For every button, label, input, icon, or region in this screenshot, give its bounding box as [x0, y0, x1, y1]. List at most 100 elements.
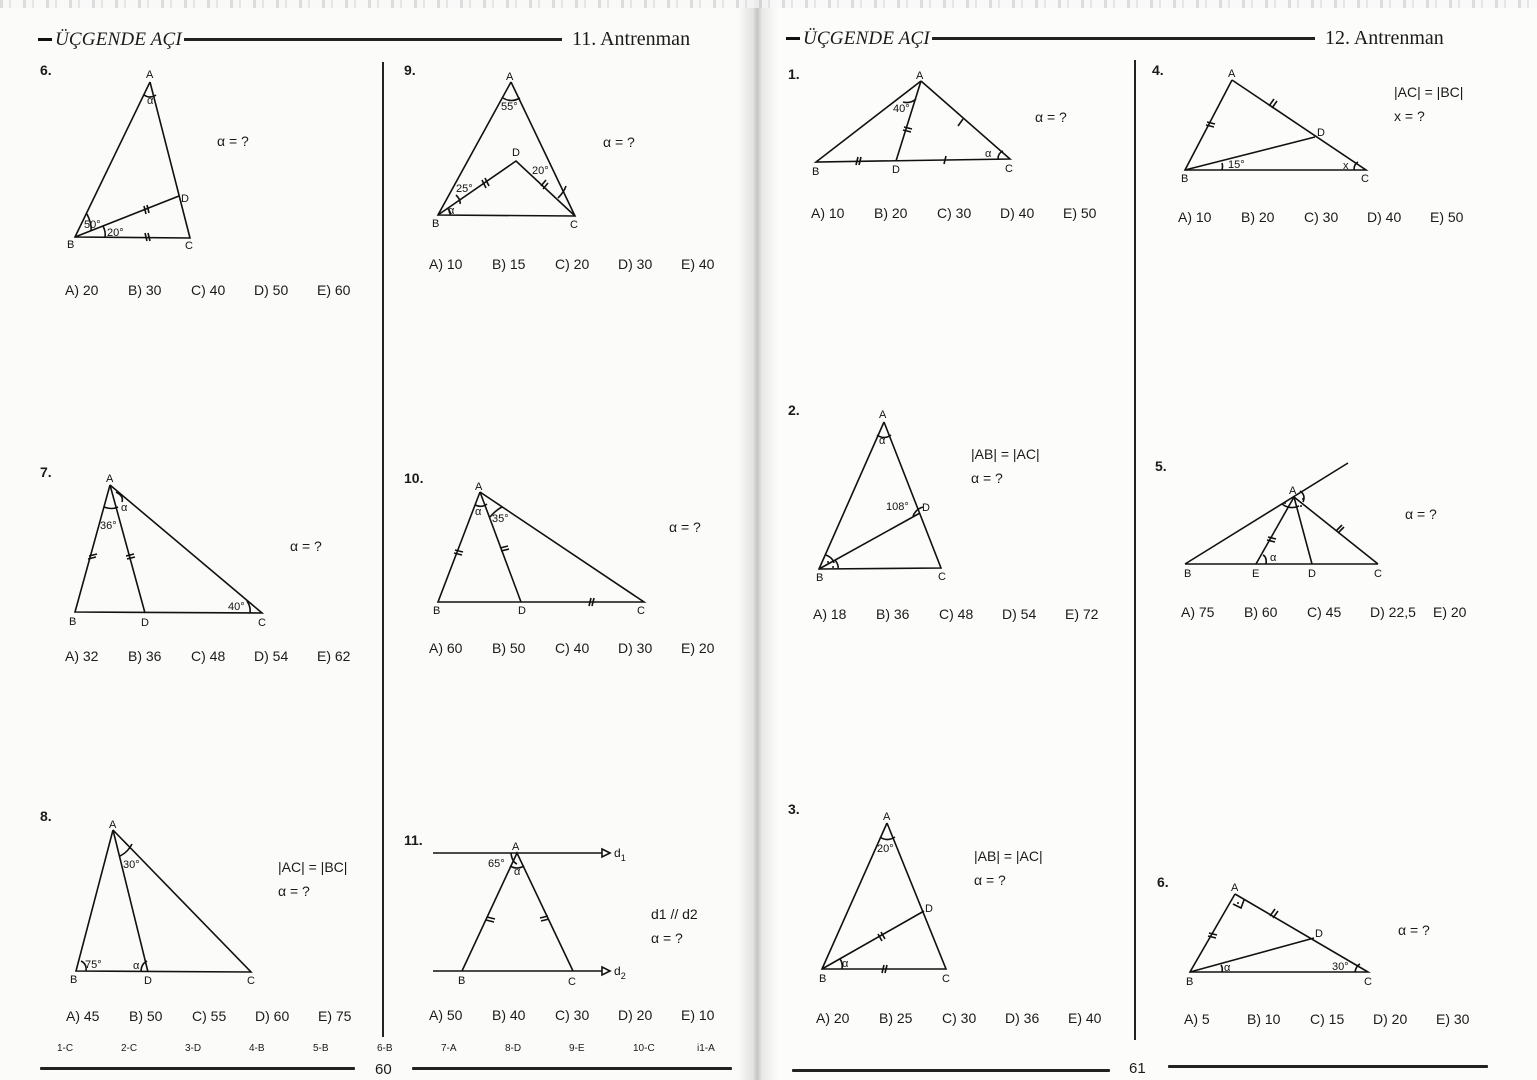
header-dash [786, 37, 800, 40]
choice-d[interactable]: D) 36 [1005, 1010, 1040, 1026]
answer-choices: A) 10 B) 20 C) 30 D) 40 E) 50 [1178, 209, 1493, 225]
question-10: 10. A α 35° B D C α = ? A) 60 B) 50 C) 4… [404, 470, 734, 670]
header-rule [931, 37, 1315, 40]
choice-e[interactable]: E) 40 [1068, 1010, 1102, 1026]
choice-d[interactable]: D) 54 [1002, 606, 1037, 622]
svg-text:d2: d2 [614, 964, 626, 981]
choice-a[interactable]: A) 10 [429, 256, 463, 272]
choice-a[interactable]: A) 20 [816, 1010, 850, 1026]
answer-key-item: 6-B [377, 1043, 393, 1054]
choice-e[interactable]: E) 50 [1430, 209, 1464, 225]
choice-b[interactable]: B) 50 [492, 640, 526, 656]
choice-b[interactable]: B) 20 [1241, 209, 1275, 225]
svg-text:20°: 20° [877, 843, 894, 855]
given-conditions: α = ? [217, 133, 249, 149]
choice-b[interactable]: B) 40 [492, 1007, 526, 1023]
column-divider [382, 62, 384, 1037]
choice-e[interactable]: E) 60 [317, 282, 351, 298]
svg-text:α: α [514, 866, 521, 878]
choice-a[interactable]: A) 20 [65, 282, 99, 298]
choice-c[interactable]: C) 15 [1310, 1011, 1345, 1027]
choice-d[interactable]: D) 30 [618, 640, 653, 656]
choice-a[interactable]: A) 10 [1178, 209, 1212, 225]
footer-rule [792, 1069, 1110, 1072]
svg-text:D: D [181, 193, 189, 205]
choice-d[interactable]: D) 54 [254, 648, 289, 664]
choice-a[interactable]: A) 32 [65, 648, 99, 664]
question-number: 3. [788, 801, 800, 817]
choice-a[interactable]: A) 45 [66, 1008, 100, 1024]
lesson-title: 12. Antrenman [1324, 27, 1444, 49]
choice-c[interactable]: C) 55 [192, 1008, 227, 1024]
choice-a[interactable]: A) 60 [429, 640, 463, 656]
choice-e[interactable]: E) 72 [1065, 606, 1099, 622]
book-gutter [738, 0, 778, 1080]
svg-text:B: B [812, 166, 819, 178]
choice-c[interactable]: C) 20 [555, 256, 590, 272]
choice-e[interactable]: E) 40 [681, 256, 715, 272]
choice-e[interactable]: E) 30 [1436, 1011, 1470, 1027]
choice-c[interactable]: C) 30 [1304, 209, 1339, 225]
choice-e[interactable]: E) 62 [317, 648, 351, 664]
question-r4: 4. A D 15° x B C |AC| = |BC| x = ? A) 10… [1152, 62, 1512, 237]
given-conditions: α = ? [603, 134, 635, 150]
answer-choices: A) 50 B) 40 C) 30 D) 20 E) 10 [429, 1007, 744, 1023]
choice-b[interactable]: B) 10 [1247, 1011, 1281, 1027]
svg-text:30°: 30° [1332, 961, 1349, 973]
choice-b[interactable]: B) 36 [876, 606, 910, 622]
choice-d[interactable]: D) 50 [254, 282, 289, 298]
choice-d[interactable]: D) 60 [255, 1008, 290, 1024]
choice-d[interactable]: D) 40 [1000, 205, 1035, 221]
choice-b[interactable]: B) 36 [128, 648, 162, 664]
svg-text:55°: 55° [501, 101, 518, 113]
choice-a[interactable]: A) 5 [1184, 1011, 1210, 1027]
choice-c[interactable]: C) 30 [942, 1010, 977, 1026]
page-number: 61 [1129, 1060, 1146, 1077]
choice-b[interactable]: B) 25 [879, 1010, 913, 1026]
choice-e[interactable]: E) 10 [681, 1007, 715, 1023]
choice-e[interactable]: E) 75 [318, 1008, 352, 1024]
question-number: 7. [40, 464, 52, 480]
choice-a[interactable]: A) 75 [1181, 604, 1215, 620]
choice-a[interactable]: A) 10 [811, 205, 845, 221]
choice-c[interactable]: C) 45 [1307, 604, 1342, 620]
triangle-figure: A 40° α B D C [812, 70, 1013, 178]
svg-text:C: C [247, 975, 255, 987]
choice-c[interactable]: C) 30 [937, 205, 972, 221]
given-conditions: α = ? [290, 538, 322, 554]
choice-b[interactable]: B) 20 [874, 205, 908, 221]
question-number: 8. [40, 808, 52, 824]
answer-key-item: 7-A [441, 1043, 457, 1054]
choice-b[interactable]: B) 15 [492, 256, 526, 272]
svg-text:C: C [1374, 568, 1382, 580]
answer-choices: A) 10 B) 20 C) 30 D) 40 E) 50 [811, 205, 1126, 221]
choice-d[interactable]: D) 30 [618, 256, 653, 272]
choice-e[interactable]: E) 20 [1433, 604, 1467, 620]
triangle-figure: A 20° D α B C [819, 811, 950, 985]
svg-text:D: D [1308, 568, 1316, 580]
question-11: 11. A 65° α B C d1 d2 d1 // d2 α = ? A) … [404, 832, 734, 1032]
choice-c[interactable]: C) 40 [191, 282, 226, 298]
answer-key: 1-C 2-C 3-D 4-B 5-B 6-B 7-A 8-D 9-E 10-C… [57, 1043, 761, 1054]
choice-b[interactable]: B) 60 [1244, 604, 1278, 620]
choice-c[interactable]: C) 48 [191, 648, 226, 664]
choice-a[interactable]: A) 18 [813, 606, 847, 622]
choice-d[interactable]: D) 20 [618, 1007, 653, 1023]
triangle-figure: A 55° D 20° 25° α B C [432, 71, 578, 231]
choice-c[interactable]: C) 48 [939, 606, 974, 622]
answer-key-item: i1-A [697, 1043, 715, 1054]
choice-e[interactable]: E) 20 [681, 640, 715, 656]
choice-d[interactable]: D) 22,5 [1370, 604, 1416, 620]
choice-c[interactable]: C) 40 [555, 640, 590, 656]
choice-e[interactable]: E) 50 [1063, 205, 1097, 221]
svg-text:A: A [1231, 882, 1239, 894]
choice-b[interactable]: B) 50 [129, 1008, 163, 1024]
answer-key-item: 10-C [633, 1043, 655, 1054]
svg-text:B: B [433, 605, 440, 617]
choice-d[interactable]: D) 20 [1373, 1011, 1408, 1027]
choice-d[interactable]: D) 40 [1367, 209, 1402, 225]
choice-c[interactable]: C) 30 [555, 1007, 590, 1023]
choice-a[interactable]: A) 50 [429, 1007, 463, 1023]
footer-rule [40, 1067, 355, 1070]
choice-b[interactable]: B) 30 [128, 282, 162, 298]
